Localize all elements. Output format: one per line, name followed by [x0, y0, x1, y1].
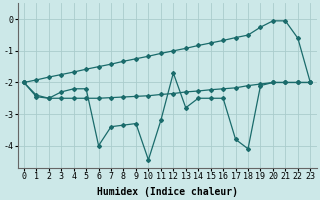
X-axis label: Humidex (Indice chaleur): Humidex (Indice chaleur)	[97, 186, 237, 197]
